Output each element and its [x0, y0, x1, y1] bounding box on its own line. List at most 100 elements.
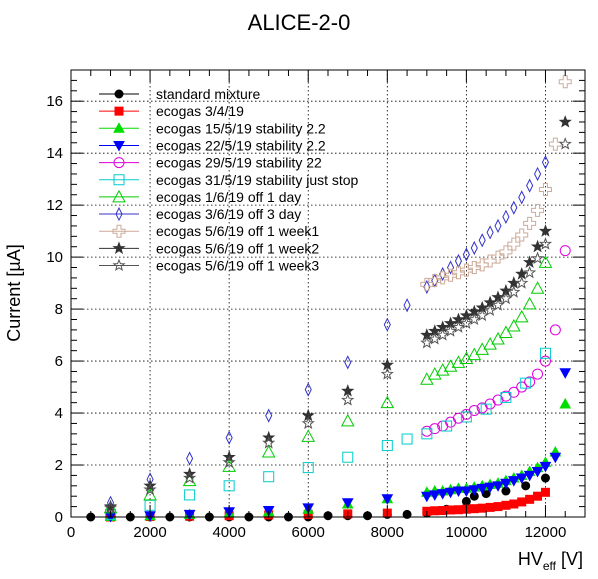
data-point — [436, 489, 449, 500]
data-point — [451, 320, 466, 333]
data-point — [261, 444, 276, 458]
data-point — [225, 430, 233, 445]
data-point — [531, 203, 545, 217]
legend-label: ecogas 22/5/19 stability 2.2 — [156, 137, 326, 153]
data-point — [483, 254, 497, 268]
legend-entry: ecogas 1/6/19 off 1 day — [99, 189, 301, 205]
data-point — [263, 471, 275, 483]
data-point — [538, 183, 552, 197]
data-point — [186, 451, 194, 466]
data-point — [461, 496, 471, 506]
x-tick-label: 4000 — [212, 524, 245, 541]
data-point — [492, 394, 504, 406]
legend-entry: ecogas 5/6/19 off 1 week3 — [99, 258, 319, 274]
data-point — [483, 303, 497, 316]
data-point — [559, 245, 571, 257]
legend-marker — [112, 189, 126, 203]
data-point — [515, 276, 529, 289]
data-point — [380, 395, 395, 409]
legend-entry: ecogas 22/5/19 stability 2.2 — [99, 137, 326, 153]
data-point — [435, 363, 450, 376]
data-point — [523, 265, 537, 279]
legend-label: ecogas 29/5/19 stability 22 — [156, 155, 322, 171]
data-point — [430, 506, 440, 516]
series-3 — [104, 368, 572, 523]
data-point — [436, 328, 450, 341]
legend-entry: ecogas 3/4/19 — [99, 103, 244, 119]
data-point — [525, 494, 535, 504]
data-point — [344, 355, 352, 370]
legend-entry: standard mixture — [99, 86, 260, 102]
legend-entry: ecogas 5/6/19 off 1 week1 — [99, 223, 319, 239]
data-point — [301, 416, 315, 430]
data-point — [538, 255, 553, 268]
legend-marker — [112, 241, 126, 254]
data-point — [340, 413, 355, 427]
y-tick-label: 0 — [55, 509, 63, 526]
series-4 — [421, 245, 571, 437]
data-point — [515, 228, 529, 242]
legend-label: ecogas 3/4/19 — [156, 103, 244, 119]
data-point — [500, 478, 512, 490]
y-tick-label: 4 — [55, 405, 63, 422]
data-point — [533, 166, 542, 182]
legend-label: ecogas 3/6/19 off 3 day — [156, 206, 301, 222]
x-tick-label: 0 — [67, 524, 75, 541]
data-point — [184, 489, 196, 501]
data-point — [532, 368, 544, 380]
data-point — [521, 481, 531, 491]
data-point — [467, 312, 481, 326]
data-point — [301, 429, 316, 442]
data-point — [485, 502, 495, 512]
series-10 — [103, 137, 572, 514]
legend-marker — [114, 89, 124, 99]
data-point — [531, 467, 544, 478]
data-point — [103, 499, 118, 513]
data-point — [491, 250, 505, 264]
data-point — [401, 433, 413, 445]
data-point — [476, 483, 489, 495]
data-point — [492, 481, 504, 492]
data-point — [558, 137, 572, 150]
data-point — [380, 367, 394, 380]
legend-label: ecogas 31/5/19 stability just stop — [156, 172, 359, 188]
data-point — [443, 324, 458, 337]
data-point — [522, 296, 537, 310]
data-point — [515, 473, 528, 485]
data-point — [491, 298, 505, 311]
x-axis-label-main: HV — [518, 549, 543, 569]
legend-label: ecogas 1/6/19 off 1 day — [156, 189, 301, 205]
data-point — [302, 462, 314, 474]
data-point — [491, 331, 505, 345]
data-point — [526, 178, 534, 193]
data-point — [183, 471, 197, 484]
legend-label: ecogas 5/6/19 off 1 week3 — [156, 258, 319, 274]
data-point — [341, 393, 355, 406]
data-point — [438, 506, 448, 516]
data-point — [509, 499, 519, 509]
data-point — [478, 233, 486, 248]
data-point — [428, 490, 441, 501]
data-point — [538, 224, 553, 237]
data-point — [558, 115, 572, 128]
data-point — [447, 260, 455, 275]
legend-marker — [113, 122, 125, 133]
legend-entry: ecogas 3/6/19 off 3 day — [99, 206, 301, 222]
data-point — [453, 505, 463, 515]
data-point — [539, 355, 551, 367]
data-point — [423, 279, 431, 295]
data-point — [468, 404, 480, 416]
data-point — [520, 377, 532, 389]
data-point — [524, 376, 536, 388]
data-point — [522, 255, 537, 269]
data-point — [441, 420, 453, 432]
data-point — [494, 218, 502, 234]
legend-marker — [115, 206, 123, 222]
axes: 0 2000 4000 6000 8000 10000 12000 0 2 4 6 8 10 12 14 16 — [46, 69, 586, 541]
data-point — [381, 494, 394, 505]
data-point — [446, 505, 456, 515]
data-point — [499, 245, 513, 259]
